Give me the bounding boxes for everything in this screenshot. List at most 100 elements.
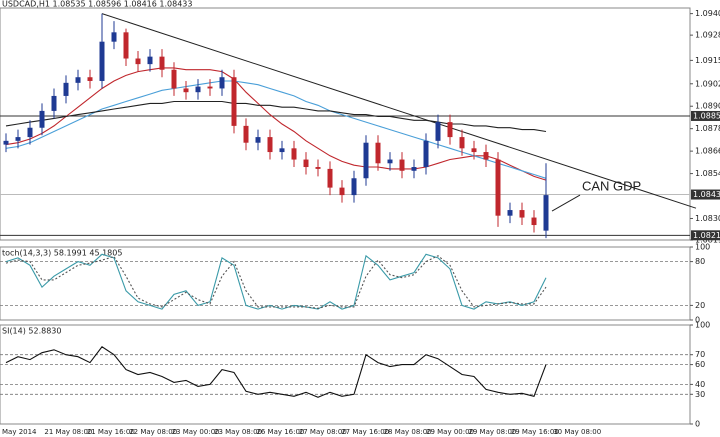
candle-body (183, 88, 189, 93)
x-tick-label: 29 May 00:00 (426, 428, 474, 436)
candle-body (243, 125, 249, 143)
candle-body (291, 148, 297, 160)
x-tick-label: 21 May 08:00 (44, 428, 92, 436)
indicator-line (5, 67, 547, 181)
candle-body (51, 95, 57, 111)
candle-body (351, 178, 357, 196)
candle-body (207, 86, 213, 89)
candle-body (3, 140, 9, 145)
candle-body (39, 110, 45, 128)
price-level-label: 1.08215 (693, 231, 720, 240)
candle-body (375, 142, 381, 164)
candle-body (531, 217, 537, 226)
annotation-arrow (551, 194, 581, 212)
candle-body (27, 127, 33, 138)
y-tick-label: 1.08905 (695, 102, 720, 111)
candle-body (171, 69, 177, 89)
y-tick-label: 1.09025 (695, 79, 720, 88)
y-tick-label: 100 (695, 321, 710, 330)
candle-body (327, 168, 333, 188)
candle-body (363, 142, 369, 179)
candle-body (519, 210, 525, 218)
candle-body (303, 159, 309, 168)
candle-body (495, 159, 501, 216)
panel-title: toch(14,3,3) 58.1991 45.1805 (2, 249, 122, 258)
y-tick-label: 100 (695, 243, 710, 252)
x-tick-label: 22 May 08:00 (129, 428, 177, 436)
candle-body (399, 159, 405, 171)
candle-body (387, 159, 393, 164)
y-tick-label: 30 (695, 390, 705, 399)
y-tick-label: 1.08785 (695, 124, 720, 133)
trendline (101, 13, 697, 209)
candle-body (147, 56, 153, 65)
candle-body (255, 137, 261, 143)
candle-body (471, 148, 477, 153)
candle-body (111, 32, 117, 42)
x-tick-label: 29 May 08:00 (468, 428, 516, 436)
candle-body (123, 32, 129, 59)
x-tick-label: 23 May 08:00 (214, 428, 262, 436)
y-tick-label: 80 (695, 257, 705, 266)
candle-body (195, 86, 201, 93)
y-tick-label: 1.09285 (695, 31, 720, 40)
price-level-label: 1.08433 (693, 190, 720, 199)
y-tick-label: 0 (695, 316, 700, 325)
x-tick-label: 28 May 08:00 (384, 428, 432, 436)
candle-body (63, 82, 69, 96)
candle-body (543, 195, 549, 231)
indicator-line (5, 253, 547, 310)
candle-body (159, 56, 165, 70)
price-level-tag (691, 110, 720, 121)
y-tick-label: 0 (695, 420, 700, 429)
y-tick-label: 70 (695, 350, 705, 359)
candle-body (339, 187, 345, 196)
x-tick-label: 27 May 16:00 (341, 428, 389, 436)
price-level-label: 1.08853 (693, 111, 720, 120)
candle-body (267, 137, 273, 153)
candle-body (75, 77, 81, 83)
y-tick-label: 1.09400 (695, 9, 720, 18)
panel-frame (0, 324, 691, 425)
candle-body (435, 122, 441, 141)
indicator-line (5, 346, 547, 398)
candle-body (15, 137, 21, 141)
price-level-tag (691, 230, 720, 241)
panel-frame (0, 7, 691, 241)
candle-body (507, 210, 513, 216)
candle-body (411, 167, 417, 171)
panel-title: SI(14) 52.8830 (2, 327, 61, 336)
indicator-line (5, 100, 547, 133)
x-tick-label: 30 May 08:00 (553, 428, 601, 436)
candle-body (231, 77, 237, 126)
candle-body (279, 148, 285, 153)
y-tick-label: 1.09150 (695, 56, 720, 65)
indicator-line (5, 255, 547, 309)
x-tick-label: May 2014 (2, 428, 37, 436)
candle-body (459, 137, 465, 149)
x-tick-label: 26 May 16:00 (256, 428, 304, 436)
candle-body (87, 77, 93, 81)
x-tick-label: 23 May 00:00 (172, 428, 220, 436)
y-tick-label: 60 (695, 360, 705, 369)
y-tick-label: 40 (695, 380, 705, 389)
candle-body (447, 122, 453, 138)
annotation: CAN GDP (582, 179, 641, 194)
y-tick-label: 1.08305 (695, 214, 720, 223)
y-tick-label: 1.08545 (695, 169, 720, 178)
candle-body (135, 58, 141, 65)
y-tick-label: 1.08665 (695, 147, 720, 156)
panel-frame (0, 246, 691, 321)
x-tick-label: 21 May 16:00 (87, 428, 135, 436)
candle-body (483, 152, 489, 160)
panel-title: USDCAD,H1 1.08535 1.08596 1.08416 1.0843… (2, 0, 192, 9)
candle-body (219, 77, 225, 89)
candle-body (315, 167, 321, 169)
x-tick-label: 29 May 16:00 (511, 428, 559, 436)
candle-body (423, 140, 429, 168)
price-level-tag (691, 189, 720, 200)
candle-body (99, 41, 105, 81)
